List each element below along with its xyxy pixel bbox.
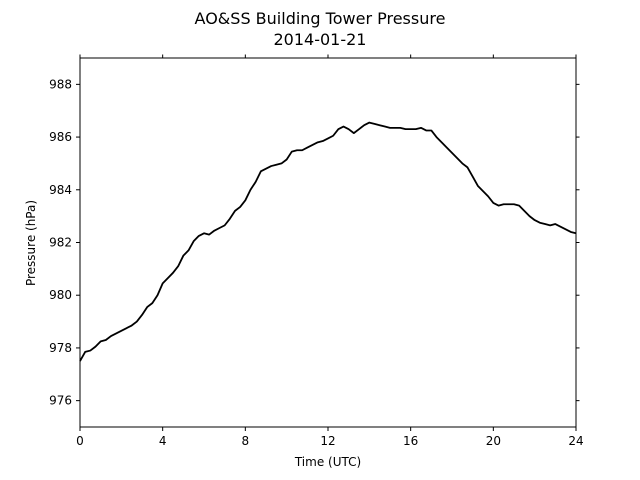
- x-tick-label: 8: [242, 434, 250, 448]
- y-tick-label: 982: [49, 236, 72, 250]
- y-tick-label: 978: [49, 341, 72, 355]
- plot-area: [80, 58, 576, 427]
- x-tick-label: 4: [159, 434, 167, 448]
- x-tick-label: 12: [320, 434, 335, 448]
- y-tick-label: 980: [49, 288, 72, 302]
- chart-title: AO&SS Building Tower Pressure: [195, 9, 446, 28]
- y-tick-label: 988: [49, 77, 72, 91]
- y-tick-label: 986: [49, 130, 72, 144]
- y-axis-ticks: 976 978 980 982 984 986 988: [49, 77, 580, 408]
- chart-subtitle: 2014-01-21: [274, 30, 367, 49]
- pressure-series-line: [79, 121, 577, 362]
- x-tick-label: 20: [486, 434, 501, 448]
- y-tick-label: 984: [49, 183, 72, 197]
- x-axis-ticks: 0 4 8 12 16 20 24: [76, 54, 584, 448]
- y-tick-label: 976: [49, 394, 72, 408]
- plot-frame: [79, 57, 577, 428]
- x-tick-label: 24: [568, 434, 583, 448]
- x-axis-label: Time (UTC): [294, 455, 361, 469]
- y-axis-label: Pressure (hPa): [24, 200, 38, 286]
- x-tick-label: 16: [403, 434, 418, 448]
- x-tick-label: 0: [76, 434, 84, 448]
